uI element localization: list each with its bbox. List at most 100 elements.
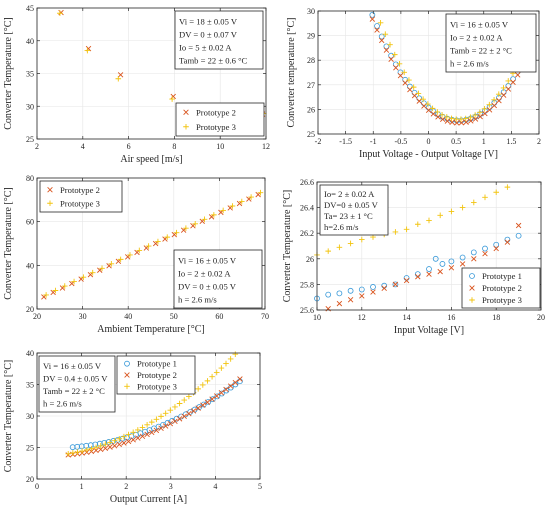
data-point: [257, 189, 264, 196]
legend-label: Prototype 2: [137, 370, 177, 380]
data-point: [336, 244, 343, 251]
x-tick-label: 12: [358, 313, 366, 322]
data-point: [370, 289, 376, 295]
data-point: [181, 397, 188, 403]
data-point: [493, 189, 499, 196]
data-point: [173, 229, 180, 236]
data-point: [125, 438, 132, 445]
data-point: [164, 234, 171, 240]
y-tick-label: 28: [307, 56, 315, 65]
annotation-frame: [173, 249, 263, 309]
data-point: [472, 112, 478, 118]
data-point: [471, 256, 477, 262]
data-point: [396, 60, 403, 67]
data-point: [429, 105, 436, 112]
x-tick-label: 70: [261, 312, 269, 321]
data-point: [158, 413, 164, 420]
data-point: [121, 433, 127, 440]
y-tick-label: 25: [26, 444, 34, 453]
data-point: [392, 281, 399, 288]
data-point: [505, 86, 512, 92]
data-point: [415, 274, 421, 280]
data-point: [420, 96, 426, 102]
x-axis-label: Air speed [m/s]: [120, 154, 182, 165]
data-point: [135, 427, 141, 433]
data-point: [218, 390, 225, 396]
x-tick-label: 1: [80, 482, 84, 491]
chart-panel-2: -2 -1.5 -1 -0.5 0 0.5 1 1.5 2 25 26 27 28 29 30 Input V…: [286, 7, 541, 160]
data-point: [477, 113, 483, 120]
legend-marker: [124, 372, 130, 378]
data-point: [158, 425, 164, 431]
data-point: [170, 93, 176, 100]
legend-label: Prototype 2: [196, 107, 236, 117]
legend-frame: [175, 102, 265, 137]
data-point: [496, 97, 502, 104]
legend-frame: [116, 355, 196, 395]
data-point: [108, 261, 115, 267]
data-point: [336, 300, 343, 307]
annotation-line: Tamb = 22 ± 2 °C: [450, 45, 512, 55]
data-point: [432, 255, 439, 262]
data-point: [358, 286, 365, 293]
data-point: [468, 118, 474, 124]
data-point: [448, 115, 455, 122]
data-point: [459, 254, 466, 261]
chart-panel-4: 10 12 14 16 18 20 25.6 25.8 26 26.2 26.4 26.6 Input …: [282, 178, 545, 336]
data-point: [325, 291, 332, 298]
annotation-line: Io = 2 ± 0.02 A: [178, 268, 231, 278]
data-point: [130, 437, 136, 443]
data-point: [195, 386, 201, 392]
data-point: [467, 114, 474, 120]
data-point: [181, 413, 187, 420]
data-point: [448, 258, 455, 265]
legend-label: Prototype 2: [482, 283, 522, 293]
data-point: [116, 435, 123, 442]
x-tick-label: 4: [81, 142, 85, 151]
series-prototype-3: [65, 351, 239, 457]
series-prototype-2: [325, 222, 522, 312]
data-point: [510, 79, 516, 85]
data-point: [383, 47, 390, 53]
data-point: [65, 450, 72, 457]
y-tick-label: 40: [26, 37, 34, 46]
data-point: [458, 120, 465, 126]
data-point: [458, 116, 464, 122]
data-point: [454, 120, 460, 126]
y-tick-label: 25: [26, 135, 34, 144]
data-point: [407, 86, 413, 93]
data-point: [153, 427, 160, 434]
data-point: [510, 76, 516, 83]
data-point: [486, 101, 493, 108]
data-point: [378, 33, 385, 40]
data-point: [500, 92, 507, 98]
annotation-line: h=2.6 m/s: [324, 222, 359, 232]
data-point: [220, 207, 226, 214]
data-point: [139, 424, 146, 431]
data-point: [117, 256, 124, 263]
annotation-line: Vi = 18 ± 0.05 V: [179, 16, 238, 26]
data-point: [214, 393, 221, 400]
data-point: [223, 360, 229, 367]
x-tick-label: 30: [79, 312, 87, 321]
x-tick-label: 20: [33, 312, 41, 321]
data-point: [211, 212, 217, 218]
legend-label: Prototype 3: [196, 122, 236, 132]
annotation-line: Vi = 16 ± 0.05 V: [43, 361, 102, 371]
data-point: [93, 444, 99, 451]
data-point: [336, 290, 343, 297]
x-tick-label: 20: [537, 313, 545, 322]
data-point: [491, 102, 498, 109]
data-point: [218, 390, 225, 397]
data-point: [411, 92, 418, 99]
x-tick-label: 0: [35, 482, 39, 491]
data-point: [139, 433, 146, 440]
annotation-frame: [445, 13, 537, 73]
x-tick-label: 50: [170, 312, 178, 321]
data-point: [204, 378, 211, 384]
data-point: [176, 416, 183, 422]
x-axis-label: Ambient Temperature [°C]: [97, 324, 205, 335]
data-point: [426, 271, 432, 277]
data-point: [482, 194, 488, 201]
